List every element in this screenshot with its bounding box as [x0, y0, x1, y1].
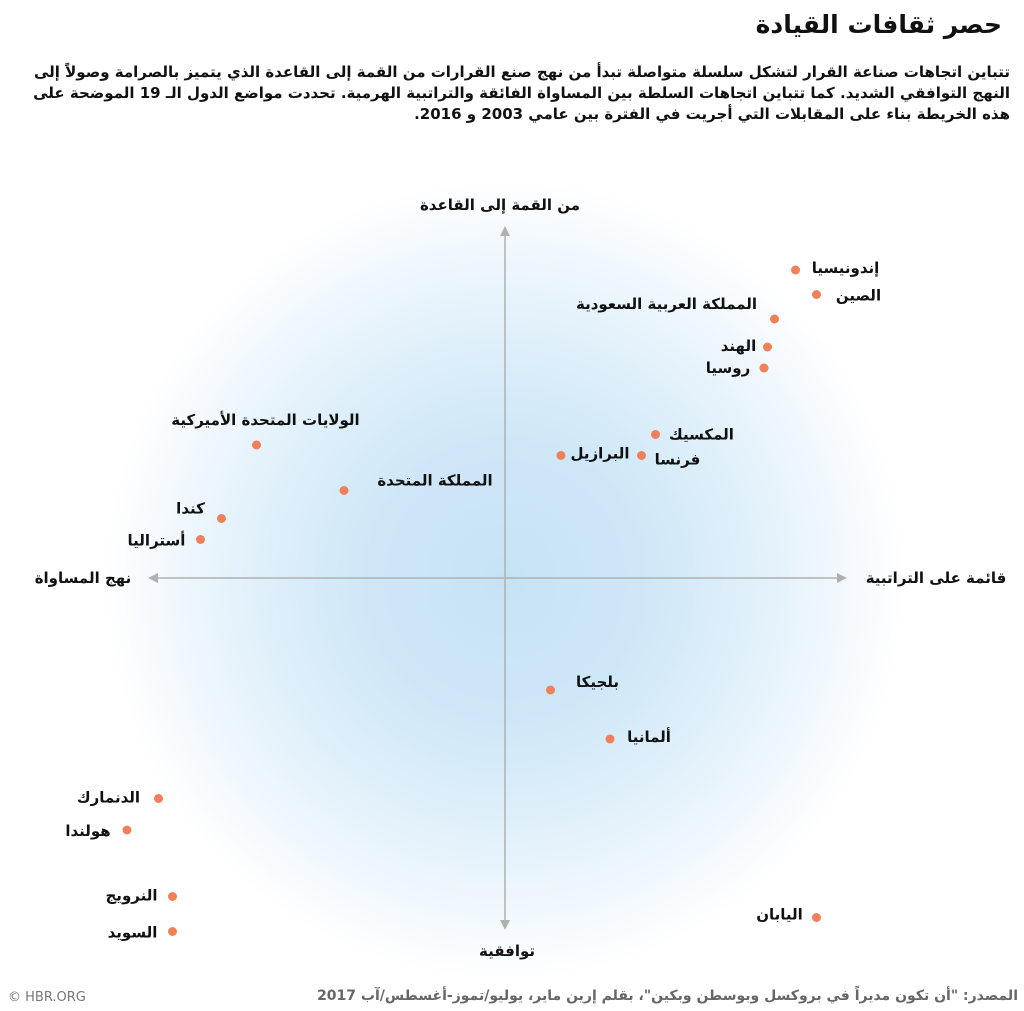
- point-label: المملكة العربية السعودية: [576, 295, 757, 313]
- point-label: إندونيسيا: [812, 259, 880, 277]
- point-label: فرنسا: [655, 451, 701, 469]
- data-point: المملكة العربية السعودية: [576, 295, 779, 324]
- point-label: السويد: [108, 924, 158, 942]
- data-point: النرويج: [106, 887, 177, 905]
- point-marker: [168, 892, 177, 901]
- point-marker: [763, 342, 772, 352]
- data-point: هولندا: [65, 822, 132, 840]
- arrow-left-icon: [148, 573, 158, 583]
- point-marker: [605, 734, 615, 744]
- axis-label-bottom: توافقية: [479, 942, 535, 960]
- point-label: أستراليا: [128, 531, 186, 550]
- point-label: النرويج: [106, 887, 158, 905]
- point-marker: [122, 825, 132, 835]
- point-label: ألمانيا: [627, 727, 671, 746]
- arrow-up-icon: [500, 226, 510, 236]
- point-label: بلجيكا: [576, 673, 619, 691]
- point-label: الولايات المتحدة الأميركية: [171, 411, 359, 429]
- points-layer: إندونيسيا الصين المملكة العربية السعودية ال…: [65, 259, 881, 942]
- point-marker: [196, 535, 205, 544]
- data-point: المملكة المتحدة: [339, 472, 493, 495]
- axes: [148, 226, 847, 930]
- axis-label-top: من القمة إلى القاعدة: [420, 196, 580, 214]
- point-label: الصين: [836, 287, 881, 305]
- source-note: المصدر: "أن تكون مديراً في بروكسل وبوسطن…: [317, 988, 1018, 1004]
- point-label: هولندا: [65, 822, 110, 840]
- data-point: البرازيل: [556, 445, 630, 463]
- point-marker: [637, 451, 646, 460]
- data-point: ألمانيا: [605, 727, 671, 746]
- axis-label-left: نهج المساواة: [35, 569, 132, 587]
- chart-subtitle: تتباين اتجاهات صناعة القرار لتشكل سلسلة …: [33, 63, 1010, 123]
- data-point: المكسيك: [651, 426, 734, 444]
- point-marker: [252, 440, 261, 450]
- chart-title: حصر ثقافات القيادة: [755, 10, 1002, 39]
- point-label: روسيا: [706, 359, 750, 377]
- data-point: إندونيسيا: [791, 259, 879, 277]
- data-point: الصين: [812, 287, 881, 305]
- data-point: الهند: [721, 337, 772, 355]
- background-glow: [0, 150, 1024, 980]
- point-marker: [556, 451, 566, 460]
- point-label: كندا: [176, 500, 205, 518]
- data-point: أستراليا: [128, 531, 205, 550]
- point-marker: [154, 794, 163, 803]
- data-point: الولايات المتحدة الأميركية: [171, 411, 360, 450]
- point-marker: [168, 927, 177, 936]
- point-marker: [651, 430, 660, 439]
- data-point: كندا: [176, 500, 226, 523]
- data-point: روسيا: [706, 359, 769, 377]
- point-label: المملكة المتحدة: [377, 472, 492, 490]
- point-label: الهند: [721, 337, 756, 355]
- data-point: اليابان: [756, 906, 821, 924]
- copyright: © HBR.ORG: [8, 990, 86, 1005]
- point-label: المكسيك: [669, 426, 734, 444]
- point-marker: [759, 363, 769, 373]
- point-label: اليابان: [756, 906, 803, 924]
- data-point: فرنسا: [637, 451, 700, 469]
- point-marker: [791, 265, 800, 275]
- data-point: بلجيكا: [546, 673, 619, 695]
- point-marker: [339, 486, 349, 495]
- arrow-right-icon: [837, 573, 847, 583]
- axis-label-right: قائمة على التراتبية: [866, 569, 1007, 587]
- data-point: الدنمارك: [77, 789, 163, 807]
- point-marker: [770, 314, 779, 324]
- point-marker: [546, 685, 555, 695]
- data-point: السويد: [108, 924, 177, 942]
- point-marker: [812, 913, 821, 922]
- point-label: الدنمارك: [77, 789, 140, 807]
- point-label: البرازيل: [570, 445, 629, 463]
- arrow-down-icon: [500, 920, 510, 930]
- point-marker: [217, 514, 226, 523]
- point-marker: [812, 290, 821, 299]
